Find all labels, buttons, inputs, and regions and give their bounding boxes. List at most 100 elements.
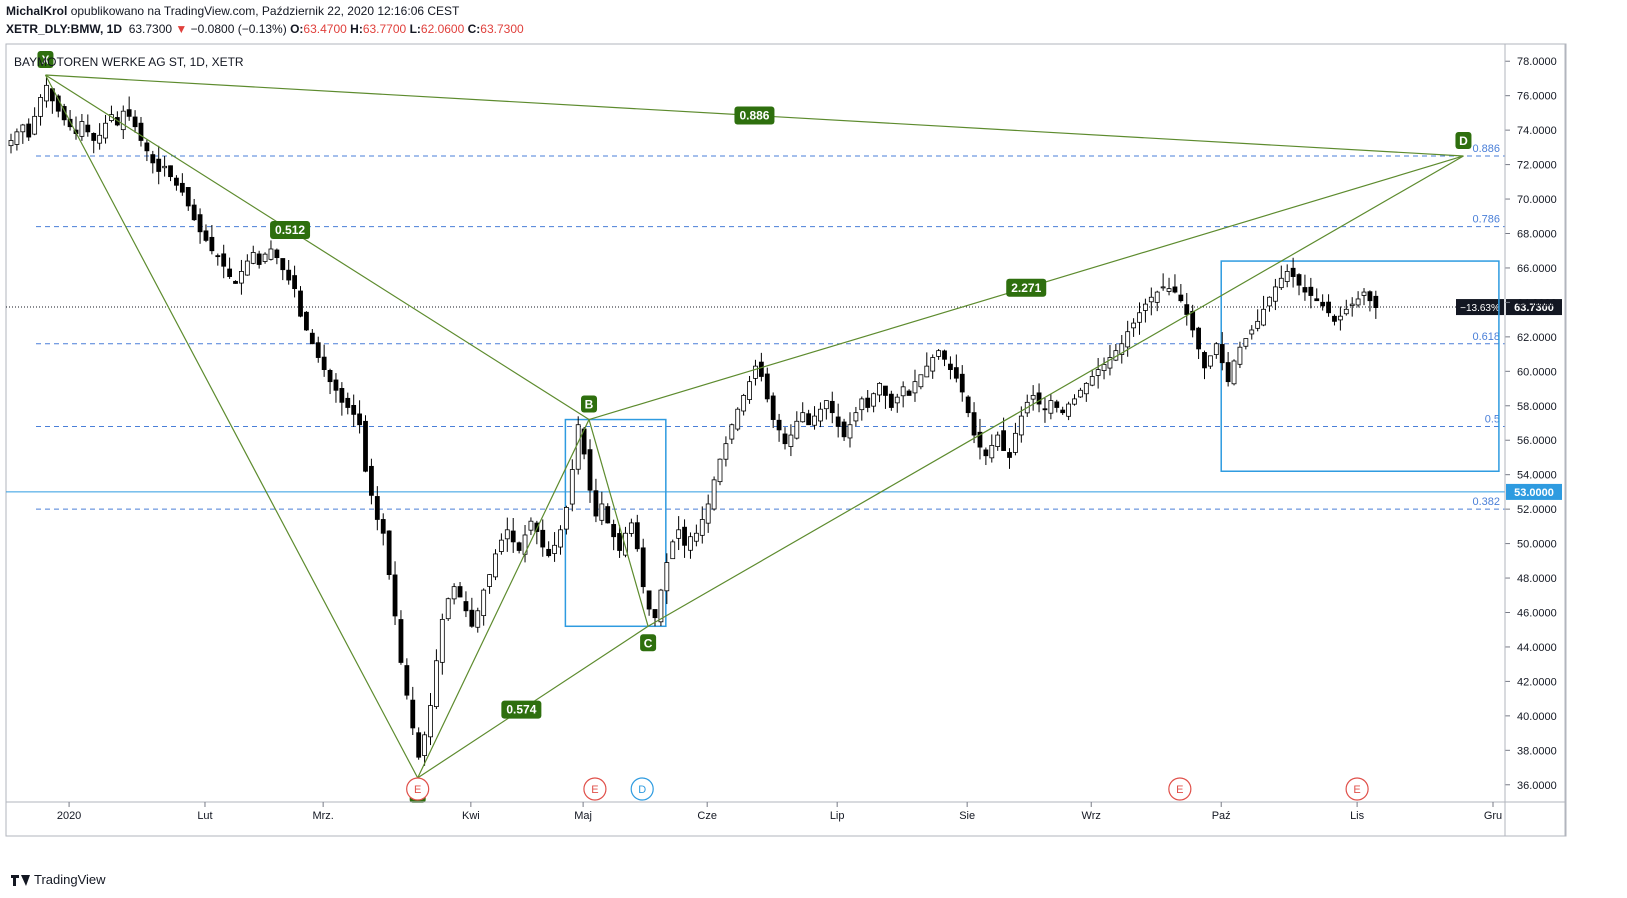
candle-body <box>758 361 764 377</box>
candle-body <box>617 533 622 551</box>
candle-body <box>788 434 794 447</box>
ratio-label: 0.512 <box>275 223 305 237</box>
candle-body <box>989 444 995 459</box>
earnings-event-icon[interactable] <box>1345 777 1369 801</box>
candle-body <box>386 530 392 576</box>
candle-body <box>676 529 682 539</box>
xabcd-pattern-line[interactable] <box>647 155 1464 627</box>
author-name[interactable]: MichalKrol <box>6 4 68 18</box>
candle-body <box>1261 308 1266 326</box>
candle-body <box>711 479 717 510</box>
candle-body <box>14 131 20 145</box>
candle-body <box>434 660 439 708</box>
candle-body <box>1154 291 1160 303</box>
candle-body <box>369 465 374 496</box>
candle-body <box>504 529 510 540</box>
candle-body <box>1231 360 1237 385</box>
candle-body <box>416 732 422 758</box>
candle-body <box>144 142 150 152</box>
tradingview-icon <box>11 874 30 886</box>
candle-body <box>1013 432 1018 453</box>
xabcd-pattern-line[interactable] <box>45 74 590 421</box>
candle-body <box>457 586 463 598</box>
chart-legend-title: BAYMOTOREN WERKE AG ST, 1D, XETR <box>14 55 244 69</box>
candle-body <box>221 253 227 267</box>
candle-body <box>1272 286 1278 302</box>
y-tick-label: 68.0000 <box>1517 229 1557 241</box>
candle-body <box>847 424 853 439</box>
ratio-label-box <box>734 106 775 125</box>
candle-body <box>741 395 747 412</box>
x-tick-label: Lip <box>830 810 845 822</box>
candle-body <box>1255 320 1261 329</box>
earnings-event-icon[interactable] <box>583 777 607 801</box>
candle-body <box>965 396 971 414</box>
rectangle-zone[interactable] <box>1220 260 1500 472</box>
candle-body <box>274 249 280 259</box>
candle-body <box>1196 327 1201 350</box>
candle-body <box>321 356 327 370</box>
y-tick-label: 48.0000 <box>1517 573 1557 585</box>
candle-body <box>634 522 640 550</box>
candle-body <box>546 548 552 557</box>
candle-body <box>463 601 469 612</box>
candle-body <box>410 699 416 729</box>
event-label: D <box>638 784 646 796</box>
candle-body <box>126 109 132 117</box>
y-tick-label: 52.0000 <box>1517 504 1557 516</box>
candle-body <box>493 553 498 578</box>
candle-body <box>481 589 487 617</box>
horizontal-line-price-text: 53.0000 <box>1514 487 1554 499</box>
candle-body <box>38 97 43 117</box>
candle-body <box>1137 312 1142 323</box>
candle-body <box>498 539 504 552</box>
earnings-event-icon[interactable] <box>1168 777 1192 801</box>
x-tick-label: Sie <box>959 810 975 822</box>
candle-body <box>516 542 522 551</box>
candle-body <box>1308 286 1314 296</box>
earnings-event-icon[interactable] <box>406 777 430 801</box>
candle-body <box>587 449 593 491</box>
candle-body <box>445 598 451 620</box>
ratio-label-box <box>501 700 542 719</box>
candle-body <box>800 412 806 423</box>
candle-body <box>835 416 841 427</box>
x-tick-label: Wrz <box>1082 810 1101 822</box>
candle-body <box>818 408 823 422</box>
candle-body <box>1125 331 1131 348</box>
candle-body <box>1290 267 1296 277</box>
ratio-label-box <box>1006 278 1047 297</box>
candle-body <box>339 388 345 403</box>
candle-body <box>948 363 953 370</box>
event-label: E <box>1353 784 1360 796</box>
pattern-point-label: C <box>644 636 653 650</box>
xabcd-pattern-line[interactable] <box>417 419 590 779</box>
candle-body <box>995 434 1001 447</box>
y-tick-label: 40.0000 <box>1517 711 1557 723</box>
candle-body <box>652 609 658 619</box>
candle-body <box>753 365 758 379</box>
candle-body <box>333 379 339 391</box>
candle-body <box>1349 303 1355 307</box>
candle-body <box>103 122 108 139</box>
y-tick-label: 72.0000 <box>1517 160 1557 172</box>
xabcd-pattern-line[interactable] <box>44 74 419 779</box>
last-price-text: 63.7300 <box>1514 302 1554 314</box>
pattern-point-label: D <box>1459 134 1468 148</box>
pattern-point-marker <box>581 395 598 413</box>
candle-body <box>487 574 492 587</box>
candle-body <box>20 124 26 133</box>
x-tick-label: 2020 <box>57 810 81 822</box>
candle-body <box>374 496 380 520</box>
candle-body <box>351 404 357 415</box>
candle-body <box>1202 352 1207 369</box>
xabcd-pattern-line[interactable] <box>588 419 649 627</box>
candle-body <box>510 530 516 543</box>
candle-body <box>304 311 309 331</box>
candle-body <box>717 458 723 483</box>
candle-body <box>1343 308 1349 315</box>
last-price-pct-tag <box>1456 299 1504 316</box>
y-tick-label: 76.0000 <box>1517 91 1557 103</box>
dividend-event-icon[interactable] <box>630 777 654 801</box>
